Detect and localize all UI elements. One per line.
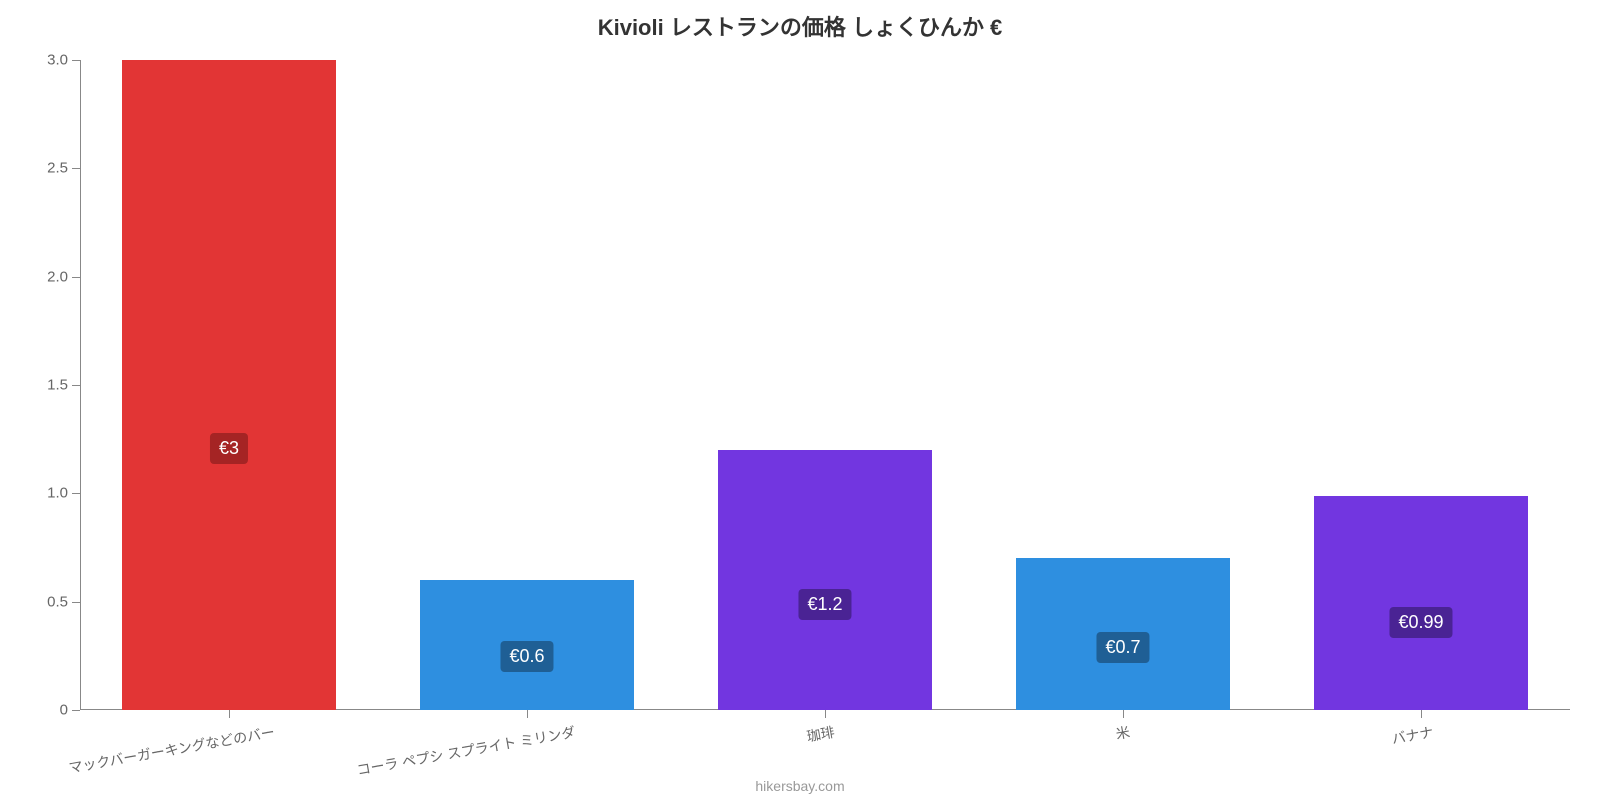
- y-tick-label: 1.0: [47, 485, 80, 502]
- bar: €0.99: [1314, 496, 1529, 711]
- bar-value-badge: €1.2: [798, 589, 851, 620]
- bar: €0.7: [1016, 558, 1231, 710]
- y-tick-label: 1.5: [47, 377, 80, 394]
- bar-value-badge: €0.6: [500, 641, 553, 672]
- x-tick-label: 米: [1112, 710, 1131, 744]
- y-tick-label: 3.0: [47, 52, 80, 69]
- bar: €3: [122, 60, 337, 710]
- y-tick-label: 2.0: [47, 268, 80, 285]
- x-tick-label: コーラ ペプシ スプライト ミリンダ: [353, 710, 577, 780]
- x-tick-label: 珈琲: [803, 710, 836, 746]
- y-tick-label: 0.5: [47, 593, 80, 610]
- x-tick-label: バナナ: [1388, 710, 1435, 749]
- bar: €0.6: [420, 580, 635, 710]
- bar-value-badge: €3: [210, 433, 248, 464]
- plot-area: 00.51.01.52.02.53.0 €3€0.6€1.2€0.7€0.99 …: [80, 60, 1570, 710]
- y-tick-label: 2.5: [47, 160, 80, 177]
- price-chart: Kivioli レストランの価格 しょくひんか € 0 0.5 1.0 1.5 2.0 2…: [0, 0, 1600, 800]
- x-tick-label: マックバーガーキングなどのバー: [65, 710, 276, 778]
- y-tick-label: 0: [60, 702, 80, 719]
- source-attribution: hikersbay.com: [0, 778, 1600, 794]
- chart-title: Kivioli レストランの価格 しょくひんか €: [0, 10, 1600, 42]
- bar: €1.2: [718, 450, 933, 710]
- bar-value-badge: €0.7: [1096, 632, 1149, 663]
- bar-value-badge: €0.99: [1389, 607, 1452, 638]
- y-axis-line: [80, 60, 81, 710]
